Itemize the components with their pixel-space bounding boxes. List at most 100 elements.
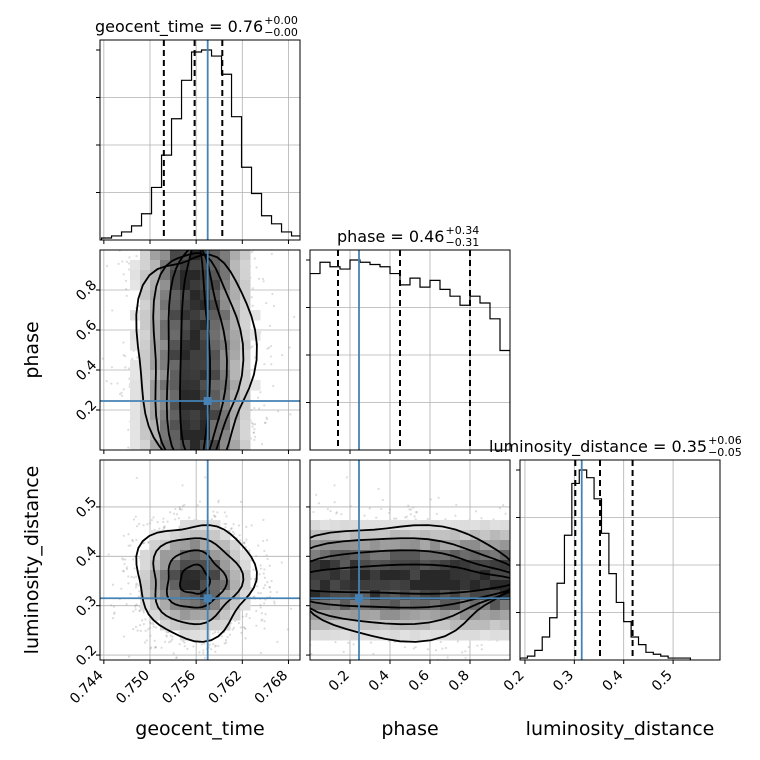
density-cell: [140, 360, 151, 371]
density-cell: [180, 280, 191, 291]
sample-point: [251, 345, 254, 348]
density-cell: [200, 550, 211, 561]
contour-level-1: [165, 250, 228, 450]
density-cell: [180, 420, 191, 431]
density-cell: [220, 420, 231, 431]
density-cell: [130, 340, 141, 351]
sample-point: [217, 631, 220, 634]
sample-point: [263, 602, 266, 605]
density-cell: [170, 290, 181, 301]
contour-level-3: [135, 253, 258, 450]
density-cell: [150, 560, 161, 571]
sample-point: [135, 538, 138, 542]
sample-point: [217, 499, 220, 502]
density-cell: [210, 370, 221, 381]
sample-point: [251, 425, 254, 428]
density-cell: [240, 400, 251, 411]
density-cell: [200, 440, 211, 450]
density-cell: [230, 260, 241, 271]
density-cell: [140, 290, 151, 301]
sample-point: [272, 304, 276, 308]
sample-point: [111, 309, 114, 312]
sample-point: [290, 607, 293, 610]
density-cell: [240, 330, 251, 341]
density-cell: [220, 310, 231, 321]
sample-point: [214, 650, 217, 653]
sample-point: [166, 631, 169, 634]
sample-point: [273, 600, 276, 603]
density-cell: [130, 330, 141, 341]
sample-point: [232, 523, 235, 526]
density-cell: [150, 540, 161, 551]
panel-0-0: [96, 40, 300, 240]
sample-point: [212, 514, 216, 517]
sample-point: [289, 413, 292, 416]
density-cell: [170, 390, 181, 401]
density-cell: [220, 540, 231, 551]
sample-point: [263, 620, 266, 623]
sample-point: [127, 428, 130, 431]
sample-point: [381, 498, 384, 502]
sample-point: [160, 646, 163, 649]
density-cell: [160, 380, 171, 391]
density-cell: [220, 270, 231, 281]
density-cell: [210, 600, 221, 611]
sample-point: [131, 538, 134, 542]
density-cell: [200, 310, 211, 321]
sample-point: [480, 517, 483, 520]
sample-point: [153, 639, 156, 642]
density-cell: [170, 440, 181, 450]
density-cell: [160, 550, 171, 561]
sample-point: [125, 294, 128, 297]
sample-point: [165, 635, 168, 638]
sample-point: [224, 641, 228, 644]
sample-point: [212, 510, 215, 513]
density-cell: [140, 420, 151, 431]
density-cell: [160, 390, 171, 401]
sample-point: [138, 590, 141, 593]
sample-point: [225, 515, 228, 518]
density-cell: [160, 580, 171, 591]
sample-point: [134, 586, 138, 589]
sample-point: [244, 637, 247, 640]
density-cell: [170, 570, 181, 581]
sample-point: [154, 646, 157, 649]
density-cell: [150, 260, 161, 271]
sample-point: [250, 296, 253, 299]
sample-point: [165, 634, 168, 637]
density-cell: [200, 400, 211, 411]
sample-point: [237, 524, 241, 527]
density-cell: [160, 570, 171, 581]
density-cell: [130, 440, 141, 450]
density-cell: [190, 620, 201, 631]
sample-point: [280, 561, 283, 564]
sample-point: [135, 525, 139, 528]
sample-point: [268, 586, 272, 589]
sample-point: [112, 612, 116, 615]
sample-point: [154, 646, 157, 649]
density-cell: [200, 280, 211, 291]
sample-point: [255, 624, 258, 627]
density-cell: [160, 420, 171, 431]
density-cell: [240, 300, 251, 311]
sample-point: [128, 655, 131, 658]
density-cell: [200, 330, 211, 341]
sample-point: [175, 656, 178, 659]
sample-point: [162, 520, 165, 524]
sample-point: [245, 613, 248, 616]
density-cell: [220, 400, 231, 411]
sample-point: [211, 668, 213, 670]
sample-point: [186, 647, 189, 650]
density-cell: [140, 560, 151, 571]
sample-point: [251, 304, 254, 307]
density-geocent_time-phase: [101, 250, 296, 450]
sample-point: [131, 358, 134, 361]
density-cell: [200, 260, 211, 271]
density-cell: [230, 350, 241, 361]
density-cell: [140, 280, 151, 291]
sample-point: [243, 542, 246, 545]
density-cell: [190, 360, 201, 371]
density-cell: [150, 280, 161, 291]
sample-point: [257, 544, 260, 547]
density-cell: [180, 410, 191, 421]
